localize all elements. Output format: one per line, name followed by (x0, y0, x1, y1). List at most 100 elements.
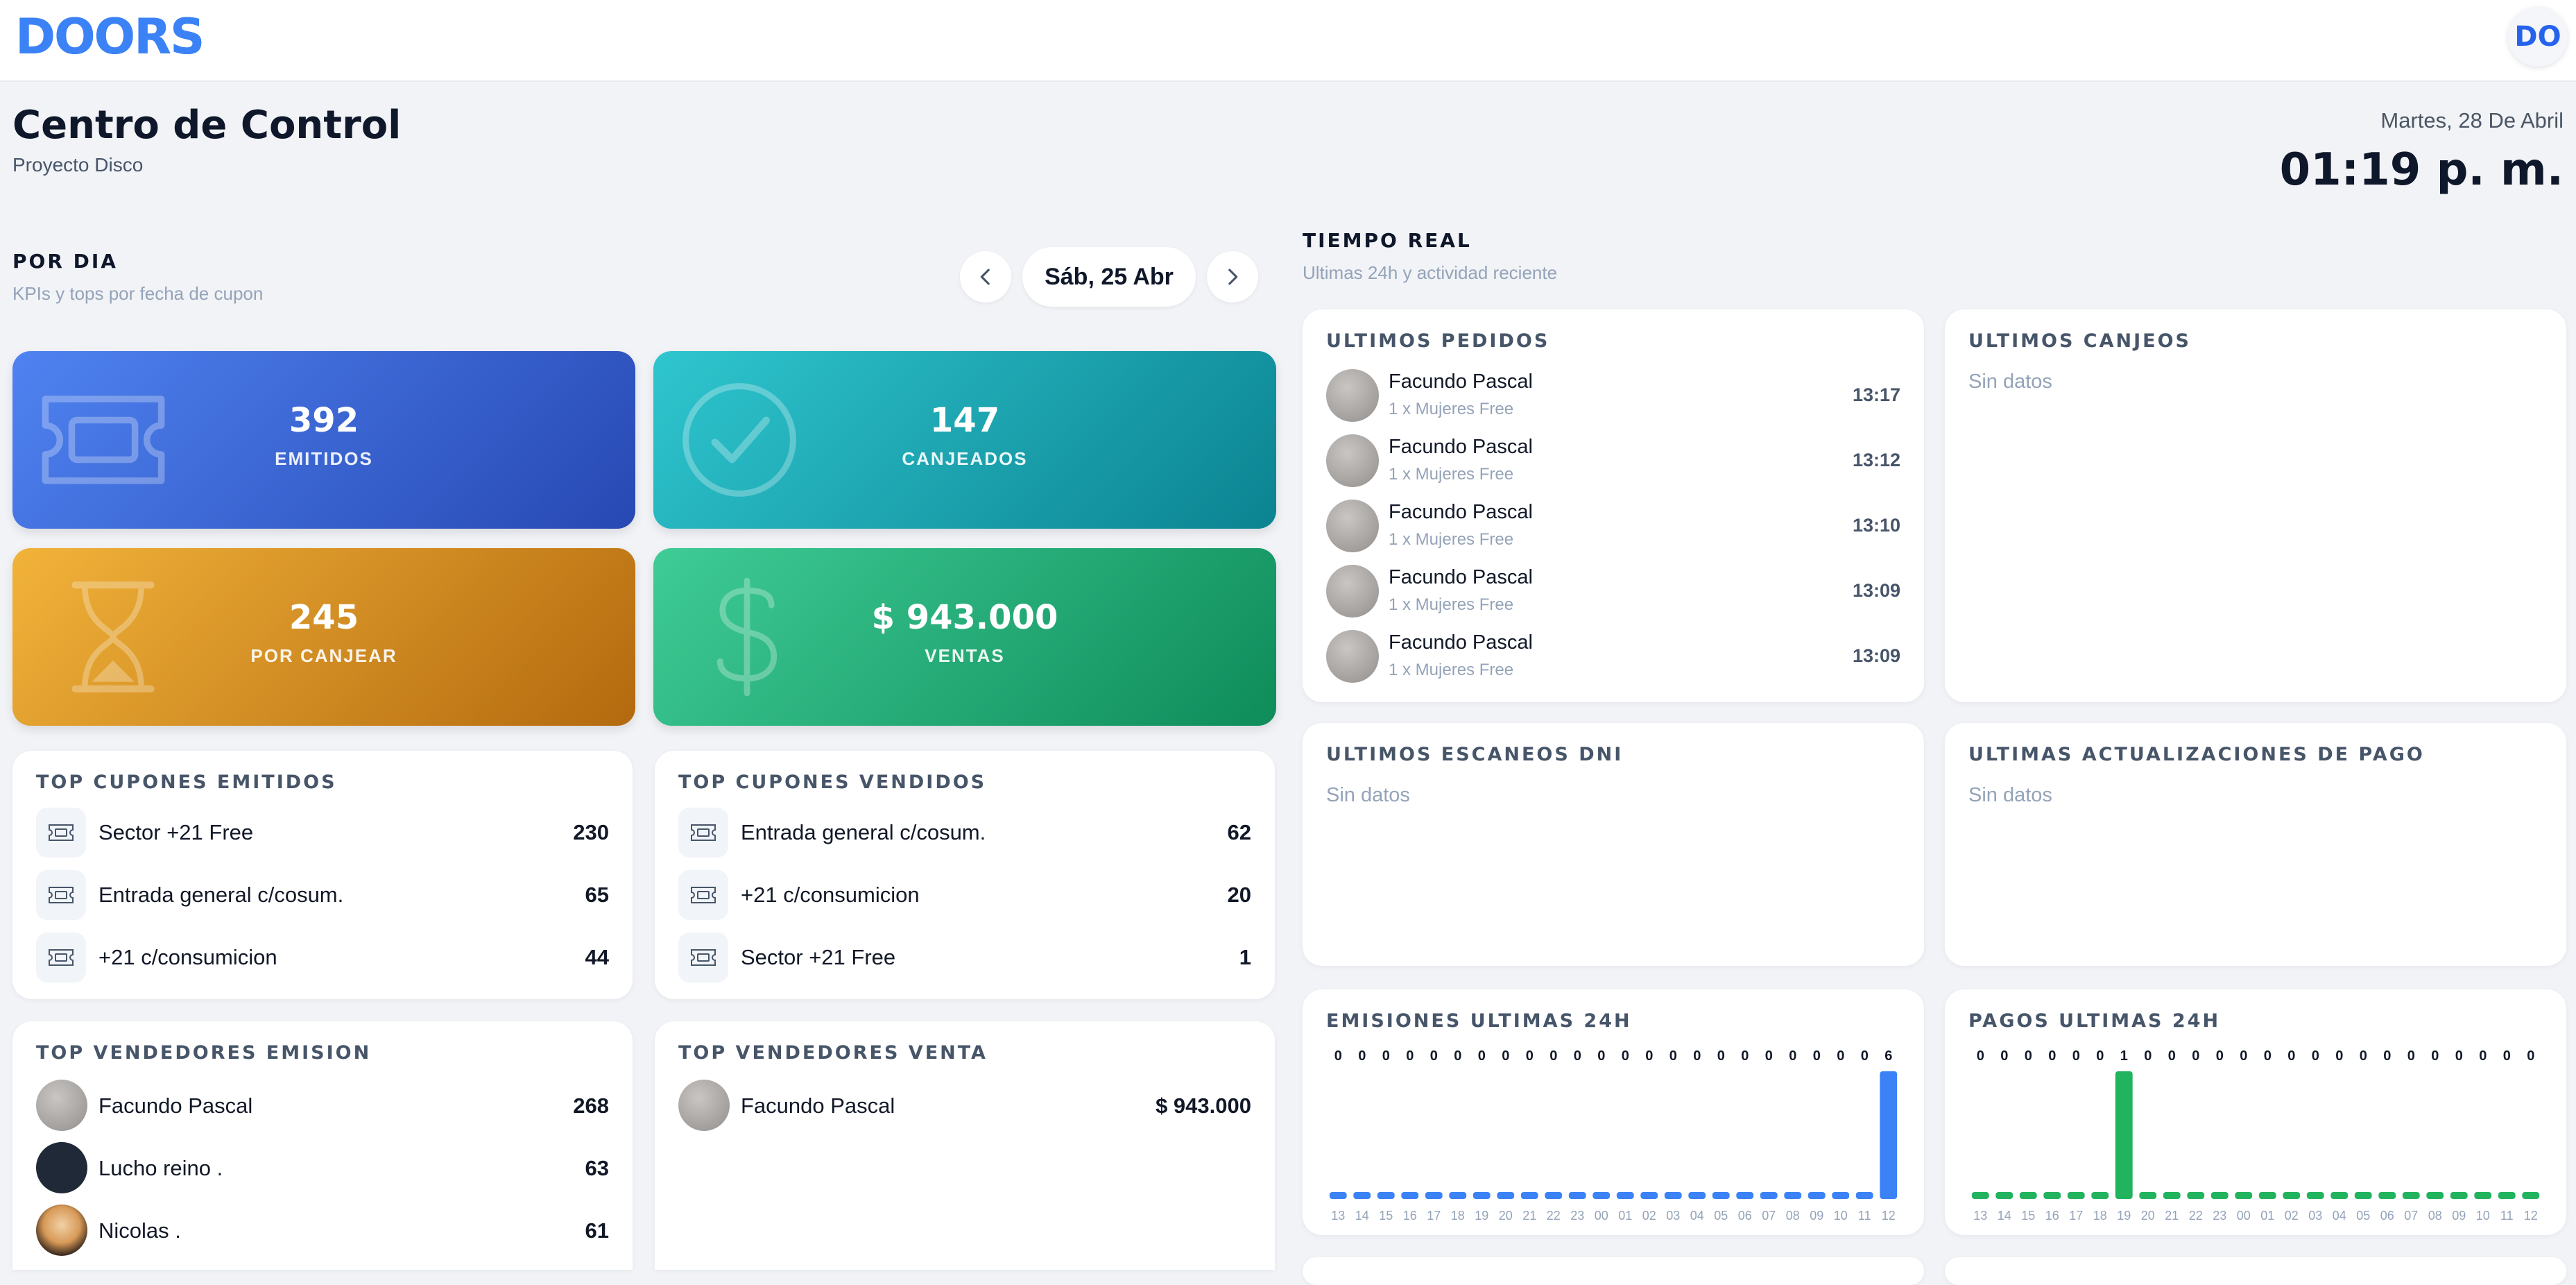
date-selector[interactable]: Sáb, 25 Abr (1022, 247, 1196, 307)
order-time: 13:09 (1852, 645, 1900, 666)
x-tick-label: 14 (1355, 1209, 1369, 1223)
chart-bar[interactable] (1592, 1192, 1611, 1199)
list-item[interactable]: Sector +21 Free 1 (678, 928, 1251, 984)
chart-bar[interactable] (2306, 1192, 2324, 1199)
seller-amount: $ 943.000 (1156, 1093, 1251, 1118)
current-date: Martes, 28 De Abril (2380, 108, 2564, 133)
list-item[interactable]: Lucho reino . 63 (36, 1139, 609, 1195)
card-emisiones-24h: EMISIONES ULTIMAS 24H 0 13 0 14 0 15 0 16 0 17 0 18… (1303, 989, 1924, 1235)
page-title: Centro de Control (12, 103, 402, 148)
chart-bar[interactable] (2450, 1192, 2468, 1199)
prev-date-button[interactable] (960, 251, 1011, 303)
chart-bar[interactable] (2426, 1192, 2444, 1199)
bar-value-label: 0 (2479, 1048, 2487, 1064)
chart-bar[interactable] (1971, 1192, 1989, 1199)
list-item[interactable]: Entrada general c/cosum. 65 (36, 866, 609, 921)
order-customer: Facundo Pascal (1389, 501, 1533, 523)
bar-value-label: 0 (1669, 1048, 1677, 1064)
chart-bar[interactable] (1497, 1192, 1515, 1199)
chart-bar[interactable] (1760, 1192, 1778, 1199)
x-tick-label: 04 (1690, 1209, 1704, 1223)
chart-bar[interactable] (2258, 1192, 2276, 1199)
chart-bar[interactable] (1377, 1192, 1395, 1199)
bar-value-label: 0 (2096, 1048, 2104, 1064)
chart-bar[interactable] (2474, 1192, 2492, 1199)
chart-bar[interactable] (2115, 1071, 2133, 1199)
chart-bar[interactable] (1425, 1192, 1443, 1199)
chart-bar[interactable] (1688, 1192, 1706, 1199)
x-tick-label: 17 (2069, 1209, 2083, 1223)
chart-bar[interactable] (2283, 1192, 2301, 1199)
chart-bar[interactable] (1808, 1192, 1826, 1199)
chart-bar[interactable] (2235, 1192, 2253, 1199)
order-item[interactable]: Facundo Pascal 1 x Mujeres Free 13:12 (1326, 429, 1900, 493)
order-item[interactable]: Facundo Pascal 1 x Mujeres Free 13:09 (1326, 624, 1900, 688)
chart-bar[interactable] (1640, 1192, 1658, 1199)
kpi-label: VENTAS (925, 645, 1005, 666)
avatar (1326, 630, 1379, 683)
chart-bar[interactable] (2187, 1192, 2205, 1199)
order-time: 13:17 (1852, 384, 1900, 405)
chart-bar[interactable] (1736, 1192, 1754, 1199)
chart-bar[interactable] (2378, 1192, 2396, 1199)
list-item[interactable]: Facundo Pascal 268 (36, 1077, 609, 1132)
list-item[interactable]: Nicolas . 61 (36, 1202, 609, 1257)
hourglass-icon (71, 581, 155, 692)
x-tick-label: 04 (2333, 1209, 2346, 1223)
order-detail: 1 x Mujeres Free (1389, 530, 1514, 549)
chart-bar[interactable] (1520, 1192, 1538, 1199)
chart-bar[interactable] (1353, 1192, 1371, 1199)
chart-bar[interactable] (2522, 1192, 2540, 1199)
card-top-cupones-emitidos: TOP CUPONES EMITIDOS Sector +21 Free 230… (12, 751, 633, 999)
order-item[interactable]: Facundo Pascal 1 x Mujeres Free 13:09 (1326, 559, 1900, 623)
card-top-cupones-vendidos: TOP CUPONES VENDIDOS Entrada general c/c… (655, 751, 1275, 999)
chart-bar[interactable] (2067, 1192, 2085, 1199)
chart-bar[interactable] (1832, 1192, 1850, 1199)
chart-bar[interactable] (1880, 1071, 1898, 1199)
chart-bar[interactable] (1855, 1192, 1873, 1199)
next-date-button[interactable] (1207, 251, 1258, 303)
avatar (678, 1080, 730, 1131)
avatar (36, 1142, 87, 1193)
chart-bar[interactable] (1329, 1192, 1347, 1199)
chart-bar[interactable] (1401, 1192, 1419, 1199)
chart-bar[interactable] (1664, 1192, 1682, 1199)
order-customer: Facundo Pascal (1389, 631, 1533, 654)
chart-bar[interactable] (2019, 1192, 2037, 1199)
chart-bar[interactable] (2139, 1192, 2157, 1199)
list-item[interactable]: +21 c/consumicion 44 (36, 928, 609, 984)
order-item[interactable]: Facundo Pascal 1 x Mujeres Free 13:10 (1326, 494, 1900, 558)
chart-bar[interactable] (2091, 1192, 2109, 1199)
chart-bar[interactable] (1472, 1192, 1491, 1199)
chart-bar[interactable] (1784, 1192, 1802, 1199)
chart-bar[interactable] (2210, 1192, 2229, 1199)
list-item[interactable]: Sector +21 Free 230 (36, 803, 609, 859)
order-detail: 1 x Mujeres Free (1389, 400, 1514, 418)
avatar (36, 1205, 87, 1256)
chart-bar[interactable] (2330, 1192, 2349, 1199)
list-item[interactable]: +21 c/consumicion 20 (678, 866, 1251, 921)
chart-bar[interactable] (1616, 1192, 1634, 1199)
user-avatar-button[interactable]: DO (2508, 7, 2568, 67)
chart-bar[interactable] (1545, 1192, 1563, 1199)
chart-bar[interactable] (1712, 1192, 1730, 1199)
bar-value-label: 0 (1430, 1048, 1438, 1064)
chart-bar[interactable] (1449, 1192, 1467, 1199)
x-tick-label: 11 (1858, 1209, 1871, 1223)
bar-value-label: 0 (2192, 1048, 2199, 1064)
list-item[interactable]: Facundo Pascal $ 943.000 (678, 1077, 1251, 1132)
chart-bar[interactable] (1995, 1192, 2013, 1199)
chart-bar[interactable] (2402, 1192, 2420, 1199)
bar-value-label: 0 (2216, 1048, 2224, 1064)
chart-bar[interactable] (1568, 1192, 1586, 1199)
order-item[interactable]: Facundo Pascal 1 x Mujeres Free 13:17 (1326, 364, 1900, 427)
kpi-emitidos: 392 EMITIDOS (12, 351, 635, 529)
chart-bar[interactable] (2163, 1192, 2181, 1199)
list-item[interactable]: Entrada general c/cosum. 62 (678, 803, 1251, 859)
x-tick-label: 19 (1475, 1209, 1488, 1223)
chart-bar[interactable] (2043, 1192, 2061, 1199)
doors-logo[interactable]: DOORS (15, 8, 205, 65)
chart-bar[interactable] (2354, 1192, 2372, 1199)
x-tick-label: 05 (2356, 1209, 2370, 1223)
chart-bar[interactable] (2498, 1192, 2516, 1199)
